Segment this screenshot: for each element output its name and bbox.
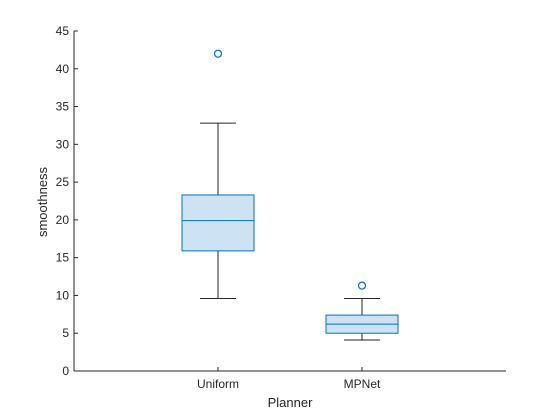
y-tick-label: 10 bbox=[56, 288, 70, 302]
axes: 0 5 10 15 20 25 30 35 40 45 Uniform MPNet bbox=[56, 24, 506, 391]
y-tick-label: 35 bbox=[56, 100, 70, 114]
y-tick-label: 40 bbox=[56, 62, 70, 76]
outlier-point bbox=[213, 49, 223, 58]
y-tick-label: 20 bbox=[56, 213, 70, 227]
y-tick-label: 25 bbox=[56, 175, 70, 189]
x-axis-label: Planner bbox=[268, 395, 313, 410]
iqr-box bbox=[181, 194, 255, 252]
outlier-point bbox=[357, 281, 367, 290]
box-group bbox=[181, 49, 255, 299]
x-tick-label: MPNet bbox=[344, 377, 381, 391]
boxes bbox=[181, 49, 399, 341]
y-tick-label: 30 bbox=[56, 137, 70, 151]
y-tick-label: 15 bbox=[56, 251, 70, 265]
x-tick-label: Uniform bbox=[197, 377, 239, 391]
y-tick-label: 45 bbox=[56, 24, 70, 38]
box-group bbox=[325, 281, 399, 341]
y-axis-label: smoothness bbox=[35, 166, 50, 237]
y-tick-label: 5 bbox=[62, 326, 69, 340]
y-tick-label: 0 bbox=[62, 364, 69, 378]
